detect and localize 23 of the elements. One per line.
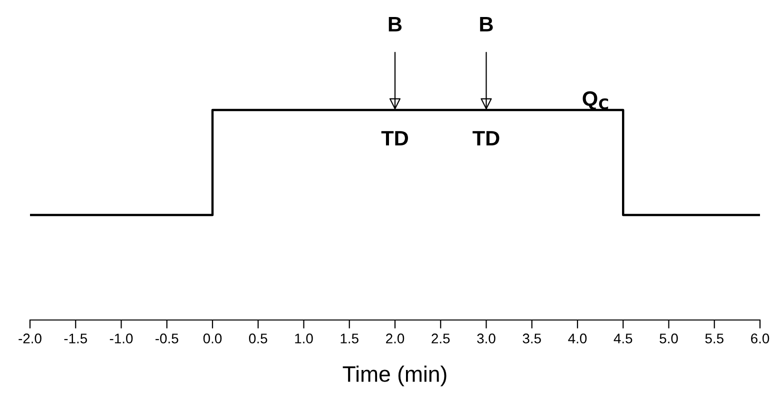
x-tick-label: 1.5 <box>340 334 358 344</box>
annotation: B <box>388 17 402 32</box>
x-tick-label: 4.5 <box>614 334 632 344</box>
x-tick-label: 4.0 <box>568 334 587 344</box>
annotation: TD <box>381 131 408 146</box>
x-axis-title: Time (min) <box>342 366 446 386</box>
x-tick-label: -0.5 <box>156 334 178 344</box>
x-tick-label: 3.5 <box>522 334 541 344</box>
x-tick-label: -2.0 <box>18 334 42 344</box>
x-tick-label: 3.0 <box>477 334 496 344</box>
text: Q$_{C}$ <box>582 91 608 110</box>
x-tick-label: 2.0 <box>386 334 404 344</box>
x-tick-label: -1.0 <box>110 334 133 344</box>
x-tick-label: 5.0 <box>660 334 678 344</box>
x-tick-label: -1.5 <box>64 334 88 344</box>
x-tick-label: 2.5 <box>432 334 450 344</box>
x-tick-label: 1.0 <box>295 334 313 344</box>
x-tick-label: 0.0 <box>203 334 222 344</box>
x-tick-label: 5.5 <box>705 334 724 344</box>
annotation: B <box>480 17 493 32</box>
x-tick-label: 0.5 <box>249 334 268 344</box>
annotation: TD <box>472 131 500 146</box>
x-tick-label: 6.0 <box>751 334 770 344</box>
